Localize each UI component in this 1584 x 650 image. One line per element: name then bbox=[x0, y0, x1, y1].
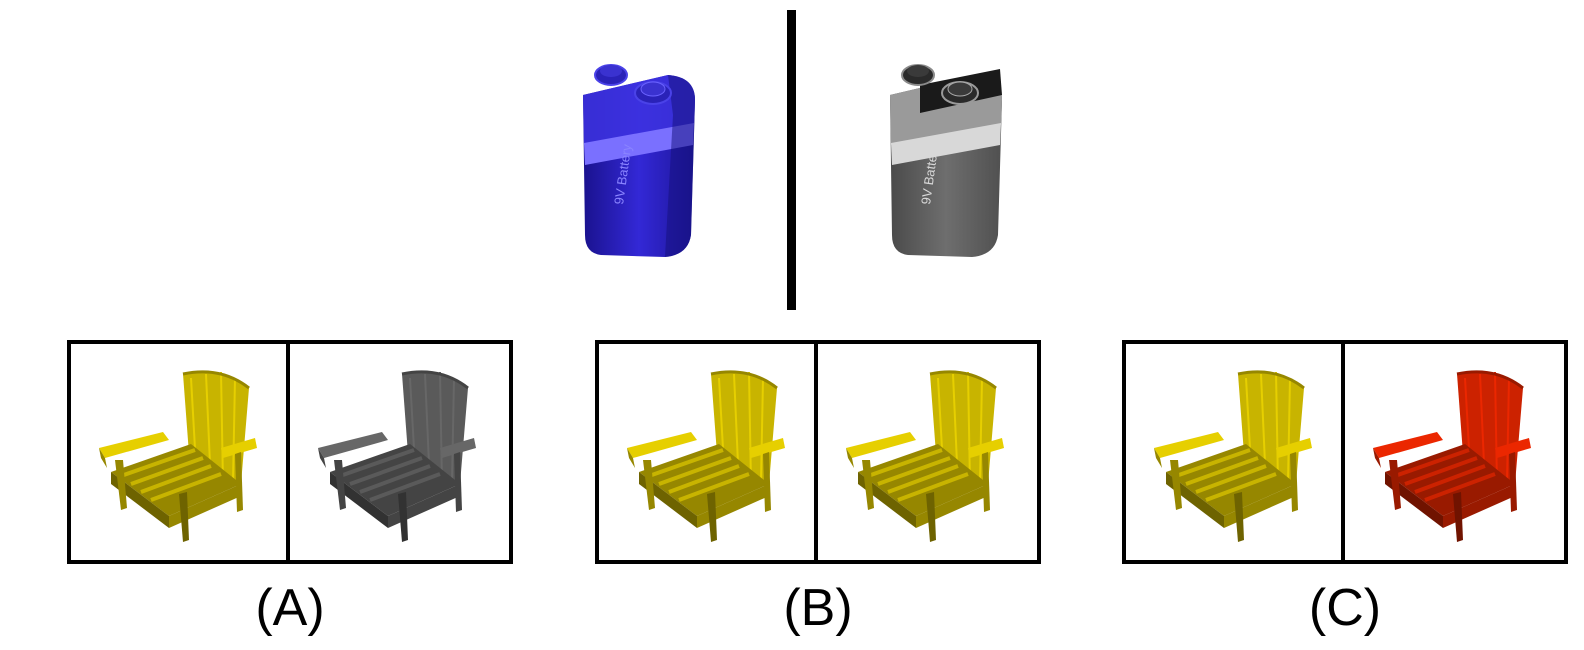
option-c[interactable] bbox=[1122, 340, 1568, 564]
option-a-caption: (A) bbox=[255, 579, 325, 637]
option-b-divider bbox=[814, 340, 818, 564]
option-b[interactable] bbox=[595, 340, 1041, 564]
option-a[interactable] bbox=[67, 340, 513, 564]
reference-pair: 9V Battery 9V Battery bbox=[0, 0, 1584, 320]
chair-icon bbox=[1373, 370, 1531, 542]
chair-icon bbox=[99, 370, 257, 542]
option-a-divider bbox=[286, 340, 290, 564]
divider-line bbox=[787, 10, 796, 310]
option-b-caption: (B) bbox=[783, 579, 853, 637]
chair-icon bbox=[318, 370, 476, 542]
battery-icon-right: 9V Battery bbox=[890, 64, 1002, 257]
option-c-divider bbox=[1341, 340, 1345, 564]
option-c-caption: (C) bbox=[1308, 579, 1382, 637]
chair-icon bbox=[846, 370, 1004, 542]
chair-icon bbox=[1154, 370, 1312, 542]
chair-icon bbox=[627, 370, 785, 542]
battery-icon-left: 9V Battery bbox=[583, 64, 695, 257]
